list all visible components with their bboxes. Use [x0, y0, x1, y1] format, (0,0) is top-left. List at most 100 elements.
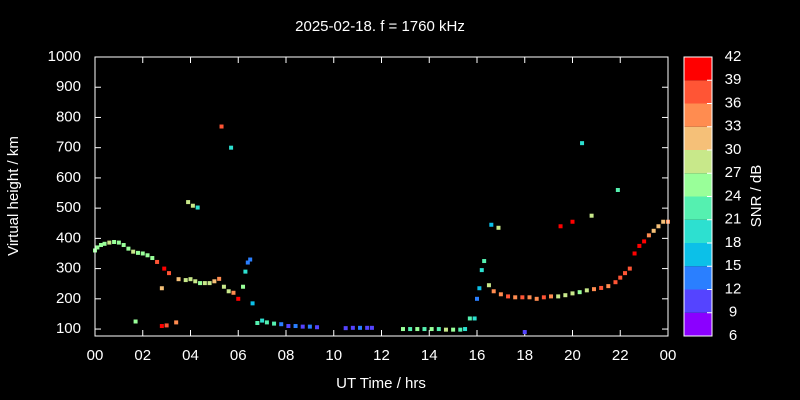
data-point: [245, 260, 250, 265]
data-point: [248, 257, 253, 262]
data-point: [570, 291, 575, 296]
data-point: [522, 330, 527, 335]
data-point: [300, 324, 305, 329]
data-point: [350, 325, 355, 330]
data-point: [112, 239, 117, 244]
data-point: [472, 316, 477, 321]
data-point: [162, 266, 167, 271]
y-tick-label: 300: [56, 260, 81, 277]
data-point: [365, 325, 370, 330]
y-tick-label: 100: [56, 320, 81, 337]
data-point: [241, 284, 246, 289]
plot-frame: [94, 56, 669, 337]
data-point: [315, 325, 320, 330]
colorbar-tick-label: 36: [725, 94, 742, 111]
data-point: [489, 222, 494, 227]
colorbar-tick-label: 6: [729, 327, 737, 344]
colorbar-segment: [684, 126, 712, 150]
data-point: [534, 296, 539, 301]
data-point: [520, 295, 525, 300]
data-point: [131, 249, 136, 254]
data-point: [164, 323, 169, 328]
data-point: [226, 289, 231, 294]
chart-title: 2025-02-18. f = 1760 kHz: [295, 18, 465, 35]
colorbar-segment: [684, 219, 712, 243]
colorbar-tick-label: 12: [725, 280, 742, 297]
data-point: [563, 293, 568, 298]
x-tick-label: 16: [469, 347, 486, 364]
y-axis-label: Virtual height / km: [5, 136, 22, 256]
colorbar-segment: [684, 312, 712, 336]
data-point: [627, 266, 632, 271]
data-point: [150, 256, 155, 261]
data-point: [358, 325, 363, 330]
data-point: [195, 205, 200, 210]
data-point: [451, 327, 456, 332]
colorbar-tick-label: 33: [725, 118, 742, 135]
data-point: [506, 294, 511, 299]
data-point: [140, 251, 145, 256]
data-point: [217, 276, 222, 281]
data-point: [236, 296, 241, 301]
data-point: [98, 243, 103, 248]
x-tick-label: 00: [87, 347, 104, 364]
colorbar-tick-label: 24: [725, 187, 742, 204]
data-point: [155, 259, 160, 264]
data-point: [202, 281, 207, 286]
data-point: [599, 285, 604, 290]
data-point: [95, 245, 100, 250]
data-point: [618, 275, 623, 280]
data-point: [496, 225, 501, 230]
data-point: [188, 277, 193, 282]
data-point: [293, 324, 298, 329]
x-tick-label: 06: [230, 347, 247, 364]
data-point: [475, 296, 479, 301]
colorbar-tick-label: 15: [725, 257, 742, 274]
data-point: [286, 324, 291, 329]
data-point: [436, 327, 441, 332]
data-point: [198, 281, 203, 286]
data-point: [415, 327, 420, 332]
x-tick-label: 02: [134, 347, 151, 364]
data-point: [116, 240, 121, 245]
data-point: [145, 253, 150, 258]
colorbar-tick-label: 42: [725, 48, 742, 65]
data-point: [186, 200, 191, 205]
data-point: [243, 269, 248, 274]
data-point: [255, 321, 260, 326]
data-point: [159, 286, 164, 291]
colorbar-segment: [684, 289, 712, 313]
data-point: [343, 326, 348, 331]
data-point: [229, 145, 234, 150]
colorbar-segment: [684, 150, 712, 174]
data-point: [646, 233, 651, 238]
data-point: [479, 268, 484, 273]
data-point: [369, 325, 374, 330]
data-point: [272, 321, 277, 326]
colorbar-segment: [684, 173, 712, 197]
y-tick-label: 600: [56, 169, 81, 186]
data-point: [513, 295, 518, 300]
data-point: [577, 290, 582, 295]
data-point: [613, 280, 618, 285]
data-point: [279, 322, 284, 327]
data-point: [212, 279, 217, 284]
data-point: [176, 277, 181, 282]
data-point: [482, 259, 487, 264]
x-axis-label: UT Time / hrs: [336, 375, 426, 392]
data-point: [408, 327, 413, 332]
data-point: [623, 271, 628, 276]
x-tick-label: 08: [278, 347, 295, 364]
data-point: [102, 241, 107, 246]
data-point: [661, 219, 666, 224]
data-point: [467, 316, 472, 321]
colorbar-tick-label: 30: [725, 141, 742, 158]
colorbar-segment: [684, 57, 712, 81]
x-tick-label: 20: [564, 347, 581, 364]
colorbar-segment: [684, 80, 712, 104]
colorbar-segment: [684, 103, 712, 127]
data-point: [133, 319, 138, 324]
